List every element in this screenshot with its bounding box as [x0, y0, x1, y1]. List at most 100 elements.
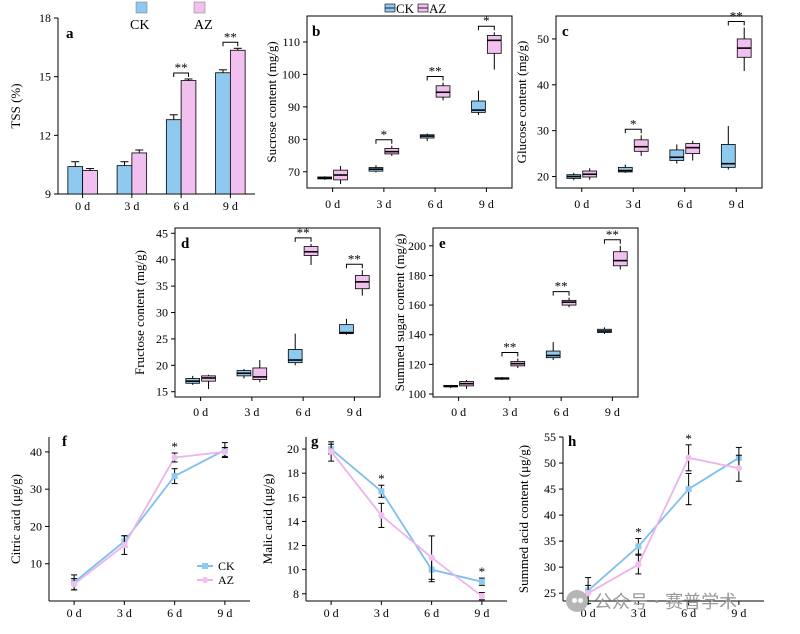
significance-bracket	[426, 76, 444, 81]
significance-mark: **	[429, 64, 442, 79]
y-tick-label: 18	[39, 11, 51, 25]
panel-b: 70 80 90 100 110 0 d 3 d 6 d 9 d b Sucrose content…	[264, 1, 513, 211]
box-ck	[339, 324, 354, 335]
plot-frame	[555, 15, 763, 189]
legend-label-ck: CK	[130, 18, 149, 33]
x-tick-label: 0 d	[574, 197, 589, 211]
panel-label-h: h	[568, 434, 577, 450]
point-az	[635, 561, 642, 568]
panel-e: 100 120 140 160 180 200 0 d 3 d 6 d 9 d e Summed su…	[392, 227, 639, 419]
y-tick-label: 40	[537, 78, 549, 92]
panel-g: 8 10 12 14 16 18 20 0 d 3 d 6 d 9 d g Malic acid (μg…	[260, 434, 507, 620]
x-tick-label: 0 d	[324, 606, 339, 620]
significance-mark: **	[297, 225, 310, 240]
panel-h: 25 30 35 40 45 50 55 0 d 3 d 6 d 9 d h Summed acid c…	[516, 430, 764, 620]
x-tick-label: 3 d	[626, 197, 641, 211]
y-tick-label: 12	[39, 128, 51, 142]
y-tick-label: 80	[288, 132, 300, 146]
point-az	[735, 465, 743, 472]
box-ck	[545, 350, 561, 359]
box-ck	[617, 166, 633, 173]
y-tick-label: 25	[544, 586, 556, 600]
legend-marker-ck	[202, 563, 208, 569]
point-az	[121, 541, 128, 549]
x-tick-label: 9 d	[479, 197, 494, 211]
x-tick-label: 6 d	[174, 199, 189, 213]
y-tick-label: 120	[408, 357, 426, 371]
y-axis-label: Summed sugar content (mg/g)	[392, 234, 407, 392]
bar-az	[229, 49, 246, 195]
y-tick-label: 90	[288, 100, 300, 114]
y-tick-label: 15	[156, 385, 168, 399]
x-tick-label: 0 d	[581, 606, 596, 620]
y-tick-label: 200	[408, 239, 426, 253]
x-tick-label: 9 d	[217, 606, 232, 620]
y-tick-label: 100	[408, 387, 426, 401]
y-tick-label: 180	[408, 268, 426, 282]
panel-label-b: b	[312, 24, 320, 40]
x-tick-label: 0 d	[325, 197, 340, 211]
y-tick-label: 20	[30, 519, 42, 533]
x-tick-label: 3 d	[376, 197, 391, 211]
legend-swatch-az	[193, 1, 206, 14]
x-tick-label: 3 d	[631, 606, 646, 620]
y-tick-label: 140	[408, 328, 426, 342]
y-tick-label: 30	[156, 306, 168, 320]
x-tick-label: 9 d	[223, 199, 238, 213]
y-tick-label: 30	[537, 124, 549, 138]
x-tick-label: 9 d	[731, 606, 746, 620]
significance-mark: *	[171, 439, 178, 454]
significance-mark: **	[503, 339, 516, 354]
x-tick-label: 0 d	[451, 405, 466, 419]
y-axis-label: Citric acid (μg/g)	[8, 474, 23, 564]
legend-marker-az	[202, 577, 208, 583]
legend-swatch-ck	[135, 1, 148, 14]
significance-bracket	[375, 139, 393, 144]
x-tick-label: 6 d	[167, 606, 182, 620]
bar-ck	[165, 119, 182, 195]
panel-label-e: e	[439, 236, 446, 252]
significance-mark: **	[175, 60, 188, 75]
y-tick-label: 45	[156, 226, 168, 240]
y-tick-label: 12	[287, 539, 299, 553]
x-tick-label: 9 d	[347, 405, 362, 419]
series-line-ck	[330, 448, 483, 583]
y-axis-label: Sucrose content (mg/g)	[264, 41, 279, 162]
panel-label-g: g	[311, 434, 319, 450]
point-ck	[478, 578, 485, 585]
significance-mark: **	[224, 29, 237, 44]
point-az	[221, 448, 229, 456]
significance-bracket	[345, 263, 363, 269]
series-line-az	[73, 451, 225, 585]
panel-label-c: c	[562, 24, 569, 40]
y-tick-label: 110	[282, 35, 300, 49]
y-axis-label: Malic acid (μg/g)	[260, 474, 275, 565]
significance-bracket	[294, 237, 312, 242]
box-az	[633, 139, 649, 152]
significance-mark: *	[630, 116, 637, 131]
y-tick-label: 10	[287, 563, 299, 577]
y-tick-label: 8	[293, 587, 299, 601]
panel-a: 9 12 15 18 0 d 3 d 6 d 9 d a TSS (%) ** ** CK AZ	[8, 1, 255, 213]
y-tick-label: 35	[156, 279, 168, 293]
significance-bracket	[552, 291, 570, 296]
y-tick-label: 14	[287, 514, 299, 528]
x-tick-label: 6 d	[296, 405, 311, 419]
point-az	[378, 512, 385, 519]
bar-az	[82, 170, 98, 195]
x-tick-label: 0 d	[193, 405, 208, 419]
y-tick-label: 20	[156, 358, 168, 372]
y-tick-label: 40	[30, 445, 42, 459]
significance-mark: **	[348, 251, 361, 266]
x-tick-label: 6 d	[428, 197, 443, 211]
point-ck	[378, 488, 385, 495]
y-tick-label: 40	[544, 508, 556, 522]
panel-label-a: a	[66, 26, 74, 42]
significance-bracket	[603, 239, 621, 244]
point-az	[478, 592, 486, 600]
x-tick-label: 3 d	[374, 606, 389, 620]
x-tick-label: 0 d	[67, 606, 82, 620]
legend-label-az: AZ	[194, 18, 213, 33]
legend-label-ck: CK	[218, 559, 235, 573]
